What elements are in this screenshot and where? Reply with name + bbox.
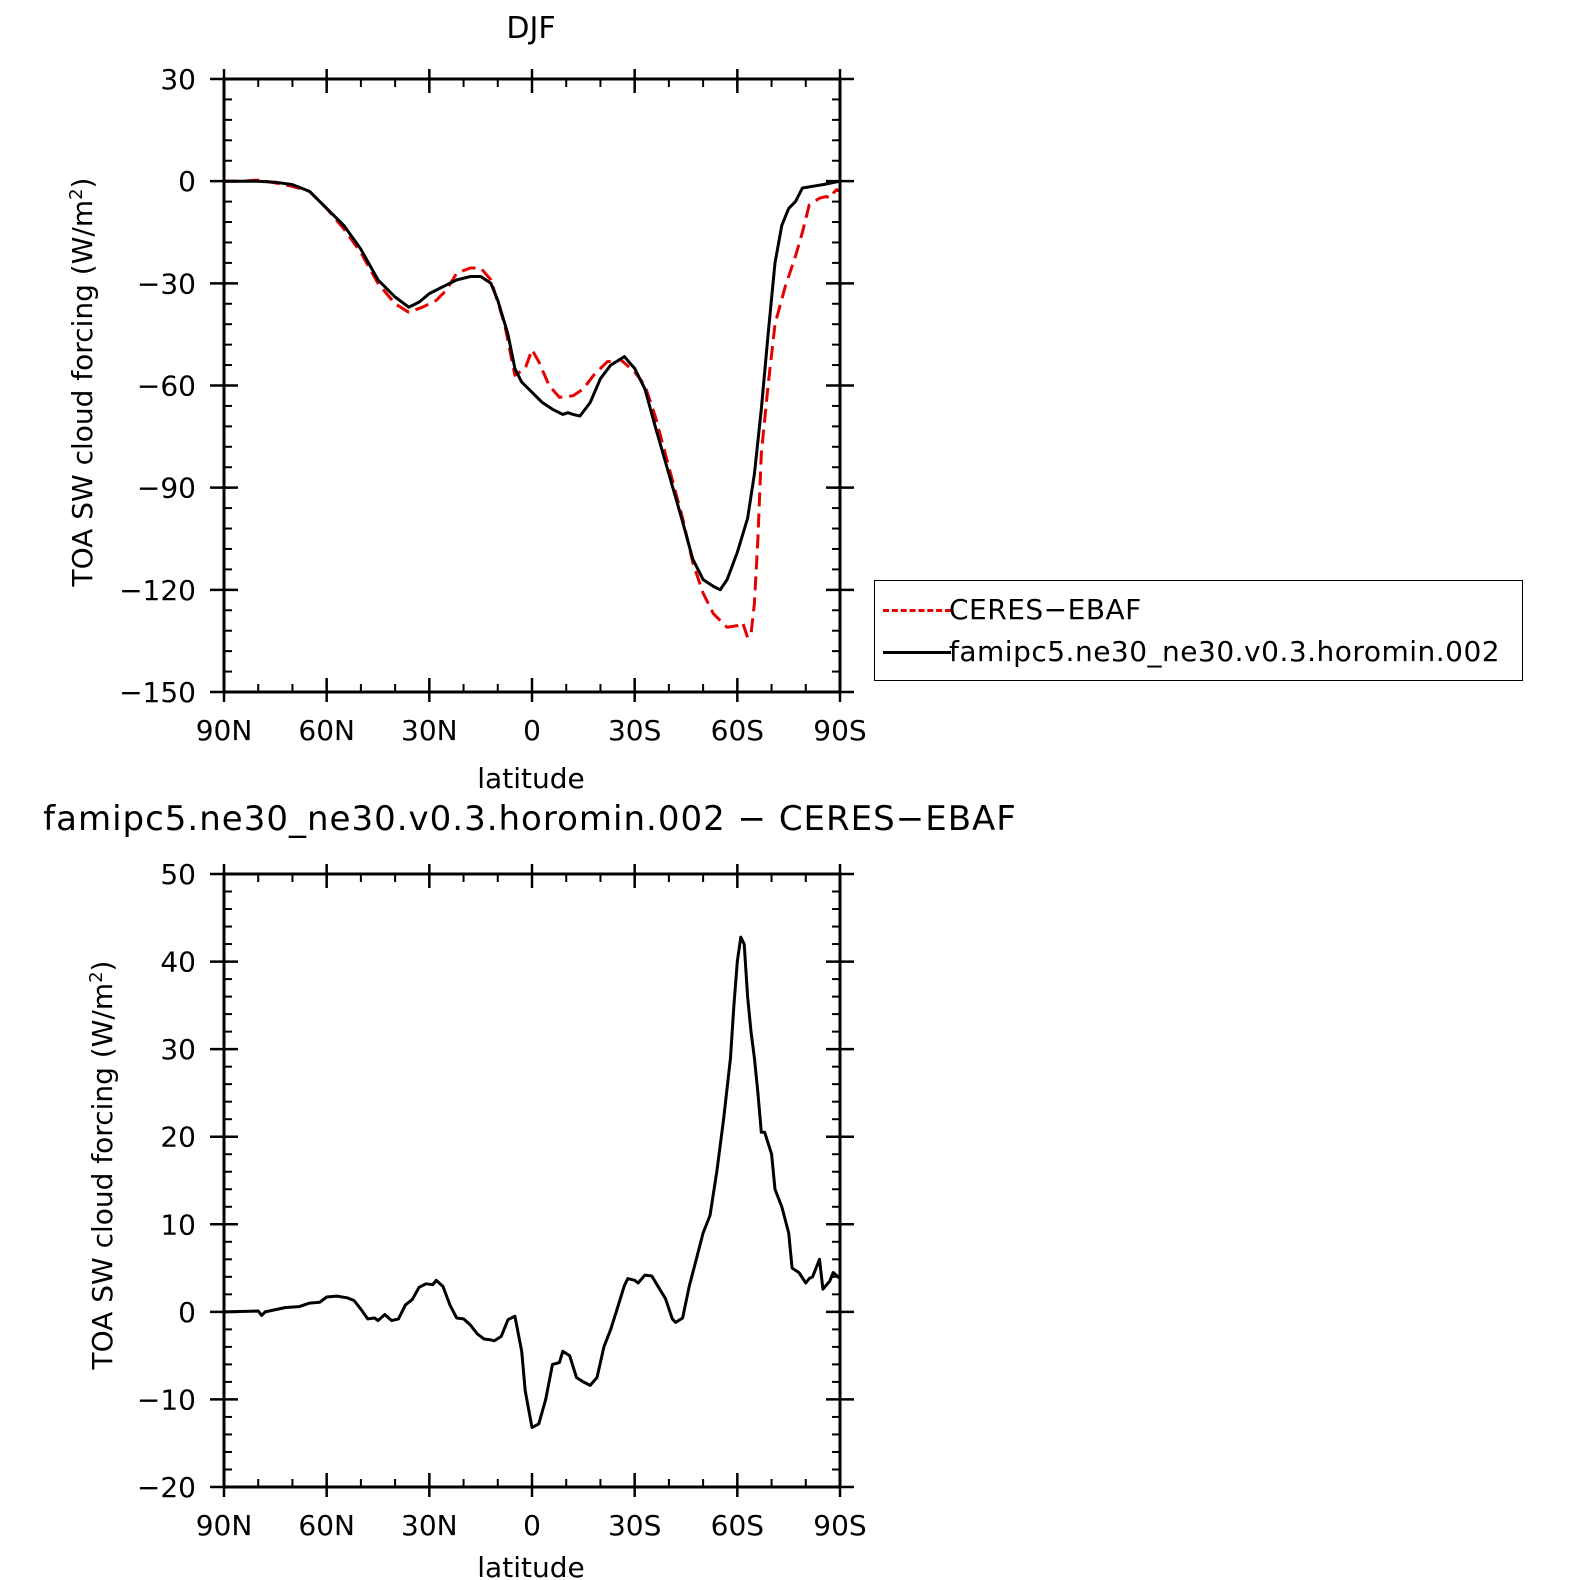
y-tick-label: −10 xyxy=(137,1383,196,1416)
x-tick-label: 90S xyxy=(813,1509,866,1542)
bottom-x-axis-label: latitude xyxy=(477,1551,584,1580)
bottom-chart-title: famipc5.ne30_ne30.v0.3.horomin.002 − CER… xyxy=(43,799,1017,839)
bottom-plot-frame xyxy=(222,872,842,1489)
y-tick-label: 40 xyxy=(160,946,196,979)
y-tick-label: 10 xyxy=(160,1208,196,1241)
y-tick-label: 0 xyxy=(178,1296,196,1329)
x-tick-label: 30N xyxy=(401,1509,458,1542)
top-x-axis-label: latitude xyxy=(477,762,584,795)
top-plot-frame xyxy=(222,77,842,694)
bottom-y-axis-label-end: ) xyxy=(86,961,119,972)
series-line-model xyxy=(223,935,842,1429)
y-tick-label: −60 xyxy=(137,370,196,403)
x-tick-label: 0 xyxy=(523,714,541,747)
series-line-model xyxy=(224,179,841,592)
x-tick-label: 90N xyxy=(196,714,253,747)
legend-label-model: famipc5.ne30_ne30.v0.3.horomin.002 xyxy=(949,635,1501,668)
y-tick-label: −120 xyxy=(119,574,196,607)
x-tick-label: 60S xyxy=(711,714,764,747)
bottom-y-axis-label-sup: 2 xyxy=(86,971,107,982)
legend-swatch-model xyxy=(883,651,951,654)
x-tick-label: 30N xyxy=(401,714,458,747)
y-tick-label: 30 xyxy=(160,63,196,96)
top-y-axis-label: TOA SW cloud forcing (W/m2) xyxy=(66,178,99,588)
legend-item-model: famipc5.ne30_ne30.v0.3.horomin.002 xyxy=(875,631,1522,671)
top-chart-title: DJF xyxy=(506,11,555,46)
legend-swatch-ceres xyxy=(883,609,951,612)
y-tick-label: 20 xyxy=(160,1121,196,1154)
y-tick-label: −90 xyxy=(137,472,196,505)
top-panel: DJF latitude TOA SW cloud forcing (W/m2)… xyxy=(66,11,867,795)
y-tick-label: −20 xyxy=(137,1471,196,1504)
x-tick-label: 0 xyxy=(523,1509,541,1542)
top-y-axis-label-end: ) xyxy=(66,178,99,189)
y-tick-label: 0 xyxy=(178,165,196,198)
y-tick-label: 30 xyxy=(160,1033,196,1066)
series-line-ceres xyxy=(224,178,841,639)
x-tick-label: 60N xyxy=(298,1509,355,1542)
top-y-axis-label-sup: 2 xyxy=(66,188,87,199)
x-tick-label: 90N xyxy=(196,1509,253,1542)
x-tick-label: 30S xyxy=(608,714,661,747)
x-tick-label: 60S xyxy=(711,1509,764,1542)
x-tick-label: 90S xyxy=(813,714,866,747)
top-y-axis-label-main: TOA SW cloud forcing (W/m xyxy=(66,200,99,588)
x-tick-label: 30S xyxy=(608,1509,661,1542)
bottom-y-axis-label: TOA SW cloud forcing (W/m2) xyxy=(86,961,119,1371)
x-tick-label: 60N xyxy=(298,714,355,747)
legend-label-ceres: CERES−EBAF xyxy=(949,593,1142,626)
y-tick-label: 50 xyxy=(160,858,196,891)
bottom-panel: famipc5.ne30_ne30.v0.3.horomin.002 − CER… xyxy=(43,799,1017,1580)
y-tick-label: −30 xyxy=(137,267,196,300)
y-tick-label: −150 xyxy=(119,676,196,709)
bottom-y-axis-label-main: TOA SW cloud forcing (W/m xyxy=(86,983,119,1371)
legend-item-ceres: CERES−EBAF xyxy=(875,589,1522,629)
legend: CERES−EBAF famipc5.ne30_ne30.v0.3.horomi… xyxy=(874,580,1523,681)
